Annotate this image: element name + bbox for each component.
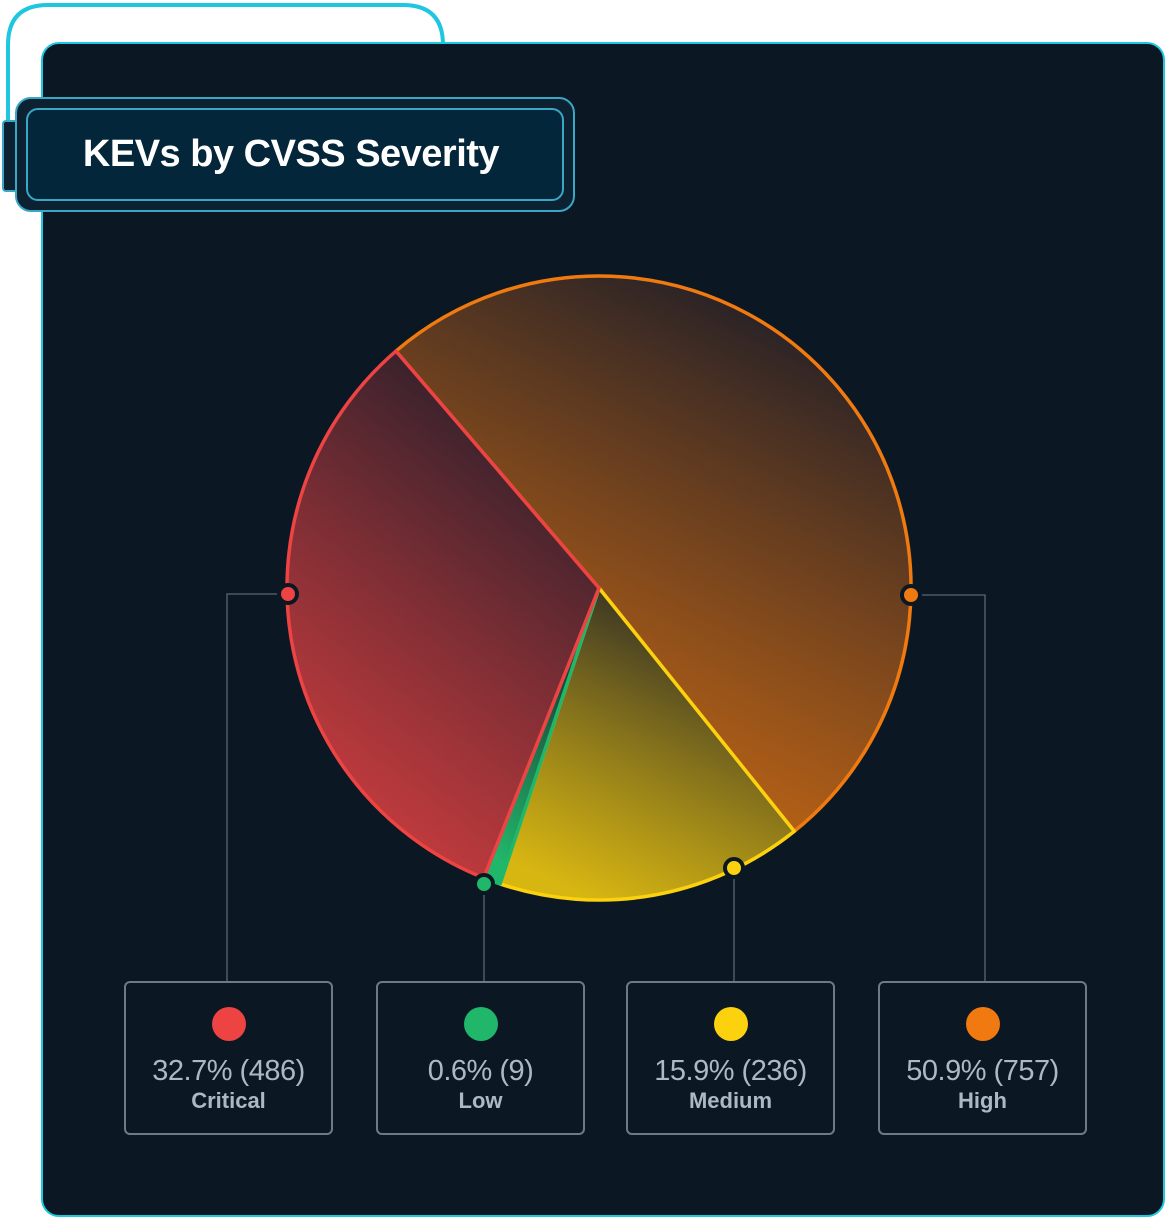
slice-marker-high [900, 584, 922, 606]
legend-item-high: 50.9% (757) High [878, 981, 1087, 1135]
legend-value: 32.7% (486) [152, 1055, 305, 1087]
slice-marker-critical [277, 583, 299, 605]
title-inner: KEVs by CVSS Severity [26, 108, 564, 201]
legend-item-critical: 32.7% (486) Critical [124, 981, 333, 1135]
legend-label: Critical [191, 1088, 266, 1113]
pie-slice-high[interactable] [394, 274, 913, 834]
legend-label: High [958, 1088, 1007, 1113]
leader-line-critical [226, 593, 288, 981]
title-box: KEVs by CVSS Severity [15, 97, 575, 212]
legend-dot-icon [713, 1007, 748, 1041]
slice-marker-medium [723, 857, 745, 879]
legend-dot-icon [965, 1007, 1000, 1041]
legend-label: Low [458, 1088, 503, 1113]
legend-item-medium: 15.9% (236) Medium [626, 981, 835, 1135]
legend-value: 50.9% (757) [906, 1055, 1059, 1087]
legend-dot-icon [211, 1007, 246, 1041]
slice-marker-low [473, 873, 495, 895]
legend-value: 15.9% (236) [654, 1055, 807, 1087]
chart-title: KEVs by CVSS Severity [82, 133, 500, 175]
legend-item-low: 0.6% (9) Low [376, 981, 585, 1135]
leader-line-high [911, 594, 986, 981]
legend-dot-icon [463, 1007, 498, 1041]
legend-value: 0.6% (9) [427, 1055, 534, 1087]
title-tab [2, 120, 15, 192]
pie-slice-critical[interactable] [285, 349, 601, 880]
legend-label: Medium [688, 1088, 773, 1113]
